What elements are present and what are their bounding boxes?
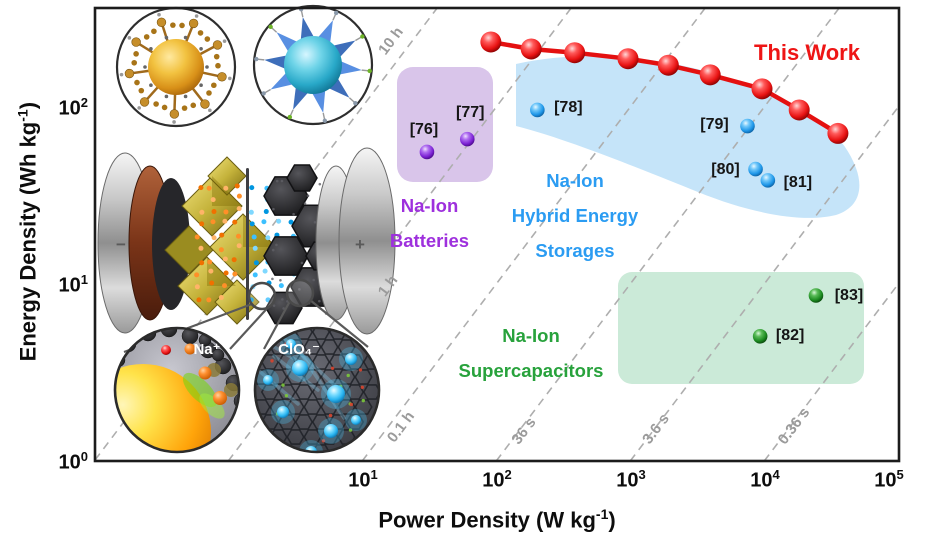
ref-point-83 xyxy=(808,288,824,303)
ref-point-label: [83] xyxy=(834,287,864,305)
ref-point-label: [79] xyxy=(700,116,729,134)
region-label-line: Na-Ion xyxy=(502,325,560,346)
teal-nanosphere xyxy=(284,36,342,94)
this-work-marker xyxy=(617,48,639,70)
label-na-ion-hybrid: Na-Ion Hybrid Energy Storages xyxy=(495,163,655,268)
x-tick-10e5: 105 xyxy=(874,467,904,492)
gold-nanosphere xyxy=(148,39,204,95)
rate-lines xyxy=(94,7,900,462)
ref-point-label: [78] xyxy=(554,98,583,116)
rate-line-01h xyxy=(361,7,706,462)
region-na-ion-supercapacitors xyxy=(618,272,864,384)
separator xyxy=(246,168,249,320)
sodium-particle xyxy=(115,364,211,452)
region-label-line: Na-Ion xyxy=(400,195,459,216)
cell-schematic: − + xyxy=(97,147,396,354)
ref-point-78 xyxy=(530,102,545,118)
clo4-label: ClO₄⁻ xyxy=(278,341,320,358)
x-tick-10e3: 103 xyxy=(616,467,646,492)
ref-point-82 xyxy=(752,328,768,344)
y-tick-10e0: 100 xyxy=(58,449,88,474)
rate-line-10h xyxy=(94,7,438,461)
y-tick-10e2: 102 xyxy=(58,95,88,120)
x-axis-title: Power Density (W kg-1) xyxy=(378,506,616,533)
this-work-marker xyxy=(520,38,542,60)
region-label-line: Supercapacitors xyxy=(458,360,604,381)
label-na-ion-supercapacitors: Na-Ion Supercapacitors xyxy=(449,318,613,388)
this-work-marker xyxy=(480,31,502,53)
anode-material-circle xyxy=(252,4,374,126)
ref-point-76 xyxy=(419,144,435,160)
this-work-marker xyxy=(827,122,849,144)
ref-point-79 xyxy=(740,118,755,134)
rate-line-1h xyxy=(227,7,572,462)
region-label-line: Na-Ion xyxy=(546,170,604,191)
region-label-line: Storages xyxy=(535,240,615,261)
region-label-line: Batteries xyxy=(389,230,470,251)
plus-sign: + xyxy=(355,235,365,254)
magnifier-ring-left xyxy=(247,281,277,311)
na-ion-dots xyxy=(194,183,242,303)
inset-illustration: − + xyxy=(97,4,396,454)
rate-line-36s xyxy=(495,7,840,462)
ref-point-label: [80] xyxy=(711,161,740,179)
series-label-this-work: This Work xyxy=(754,40,860,65)
zoom-circle-clo4: ClO₄⁻ xyxy=(253,326,381,454)
label-na-ion-batteries: Na-Ion Batteries xyxy=(357,188,502,258)
x-tick-10e2: 102 xyxy=(482,467,512,492)
ref-point-label: [81] xyxy=(783,174,813,192)
ref-point-label: [76] xyxy=(409,120,439,138)
cathode-material-circle xyxy=(115,6,237,128)
y-axis-title: Energy Density (Wh kg-1) xyxy=(14,101,41,362)
plot-frame xyxy=(93,6,901,463)
right-current-collector xyxy=(338,147,396,335)
ref-point-81 xyxy=(760,173,776,188)
this-work-marker xyxy=(699,64,721,86)
region-label-line: Hybrid Energy xyxy=(511,205,639,226)
ref-point-label: [82] xyxy=(775,327,805,345)
ref-point-80 xyxy=(748,161,763,177)
this-work-marker xyxy=(564,42,586,64)
y-tick-10e1: 101 xyxy=(58,272,88,297)
data-series xyxy=(419,31,849,344)
minus-sign: − xyxy=(116,235,126,254)
rate-line-036s xyxy=(763,282,900,462)
rate-line-36s xyxy=(629,105,900,462)
this-work-marker xyxy=(788,99,810,121)
na-plus-label: Na⁺ xyxy=(193,341,220,358)
x-tick-10e1: 101 xyxy=(348,467,378,492)
zoom-circle-na: Na⁺ xyxy=(113,326,241,454)
magnifier-ring-right xyxy=(285,278,315,308)
ref-point-label: [77] xyxy=(456,104,485,122)
this-work-marker xyxy=(751,78,773,100)
ref-point-77 xyxy=(459,131,475,147)
this-work-marker xyxy=(657,54,679,76)
x-tick-10e4: 104 xyxy=(750,467,780,492)
